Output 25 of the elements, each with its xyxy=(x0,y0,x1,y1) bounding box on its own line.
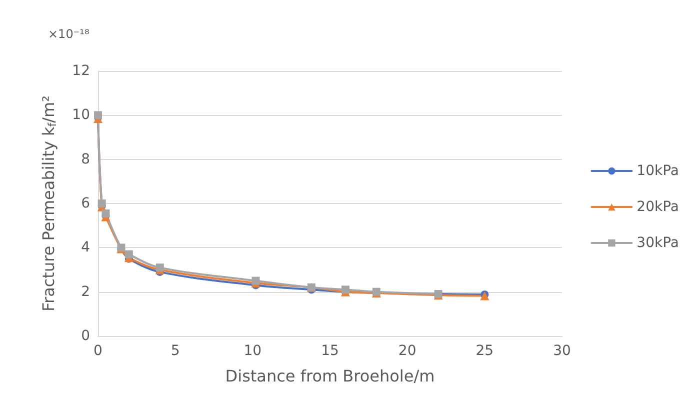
x-tick-label: 25 xyxy=(476,343,494,359)
x-tick-label: 10 xyxy=(244,343,262,359)
y-tick-label: 0 xyxy=(81,328,90,344)
point xyxy=(252,276,260,285)
x-tick-label: 30 xyxy=(553,343,571,359)
y-tick-label: 10 xyxy=(72,107,90,124)
legend-label: 20kPa xyxy=(636,199,680,215)
text: ×10⁻¹⁸ xyxy=(48,27,90,41)
y-tick-label: 4 xyxy=(81,240,90,256)
point xyxy=(98,200,106,208)
x-tick-label: 0 xyxy=(94,343,102,359)
x-axis-title: Distance from Broehole/m xyxy=(225,366,435,386)
x-tick-label: 5 xyxy=(170,343,180,359)
legend-label: 10kPa xyxy=(636,163,680,179)
point xyxy=(124,250,133,258)
y-tick-label: 8 xyxy=(81,151,90,168)
x-tick-label: 20 xyxy=(398,343,416,359)
y-axis-title: Fracture Permeability kf/m² xyxy=(39,95,59,312)
x-tick-label: 15 xyxy=(321,343,339,359)
y-tick-label: 6 xyxy=(81,196,90,212)
y-tick-label: 2 xyxy=(81,284,90,300)
y-tick-label: 12 xyxy=(72,63,90,79)
point xyxy=(156,264,164,272)
legend-label: 30kPa xyxy=(636,235,680,251)
point xyxy=(102,209,110,218)
